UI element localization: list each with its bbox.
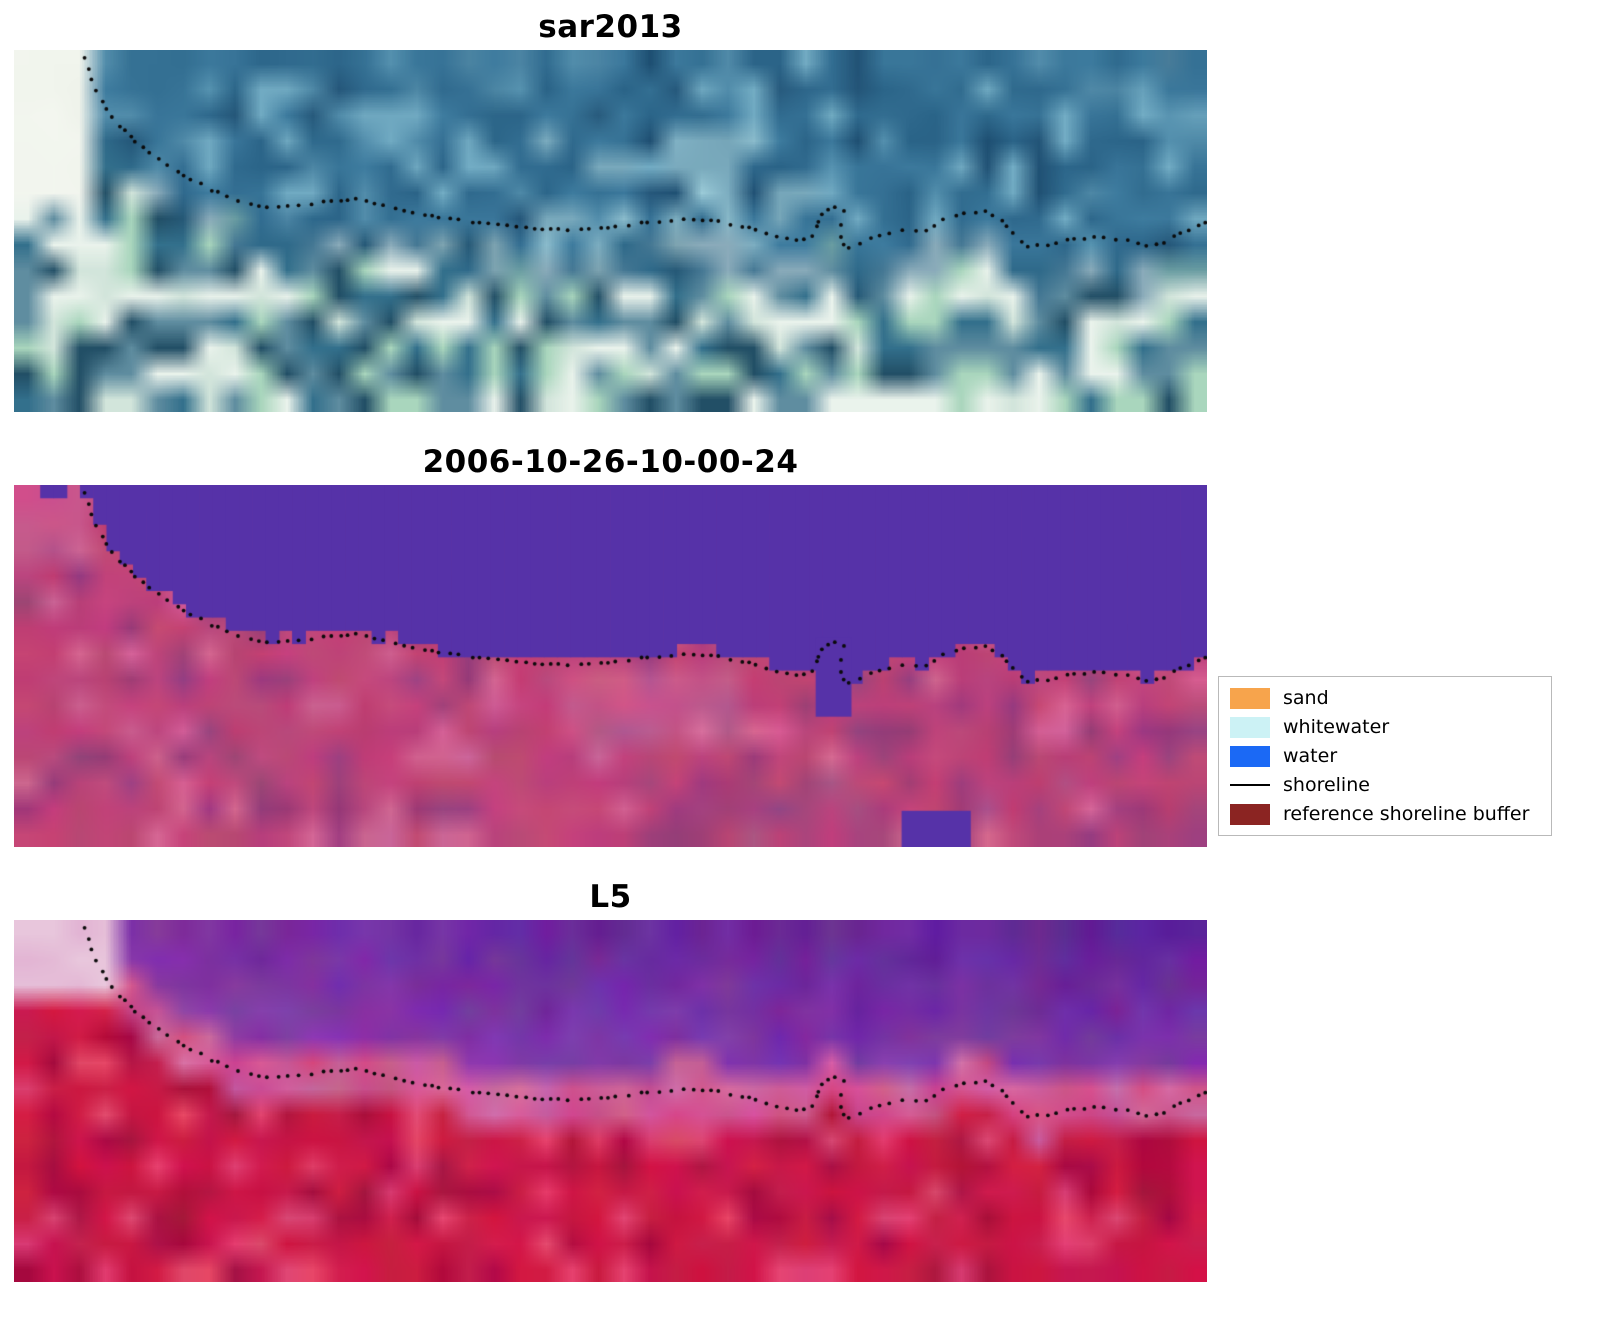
panel-title-l5: L5 <box>589 879 632 915</box>
legend-item-whitewater: whitewater <box>1230 716 1540 738</box>
reference-shoreline-buffer-swatch-icon <box>1230 803 1270 825</box>
whitewater-swatch-icon <box>1230 716 1270 738</box>
legend-label-shoreline: shoreline <box>1283 774 1370 796</box>
satellite-image-sar2013 <box>14 50 1207 412</box>
shoreline-line-icon <box>1230 784 1270 786</box>
water-swatch-icon <box>1230 745 1270 767</box>
legend-item-water: water <box>1230 745 1540 767</box>
satellite-image-classified <box>14 485 1207 847</box>
legend-item-reference-shoreline-buffer: reference shoreline buffer <box>1230 803 1540 825</box>
legend-label-whitewater: whitewater <box>1283 716 1390 738</box>
panel-title-sar2013: sar2013 <box>538 9 683 45</box>
legend-item-shoreline: shoreline <box>1230 774 1540 796</box>
legend-item-sand: sand <box>1230 687 1540 709</box>
panel-sar2013: sar2013 <box>14 6 1207 412</box>
panel-l5: L5 <box>14 876 1207 1282</box>
legend-label-water: water <box>1283 745 1338 767</box>
satellite-image-l5 <box>14 920 1207 1282</box>
legend: sand whitewater water shoreline referenc… <box>1218 676 1552 836</box>
legend-label-sand: sand <box>1283 687 1329 709</box>
panel-title-classified-scene: 2006-10-26-10-00-24 <box>422 444 799 480</box>
panel-classified-scene: 2006-10-26-10-00-24 <box>14 441 1207 847</box>
sand-swatch-icon <box>1230 687 1270 709</box>
legend-label-reference-shoreline-buffer: reference shoreline buffer <box>1283 803 1530 825</box>
